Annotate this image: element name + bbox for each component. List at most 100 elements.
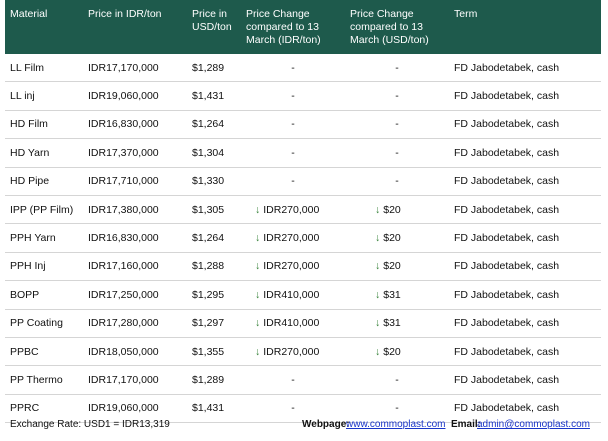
change-usd-cell: ↓ $31 [345,280,449,310]
change-usd-cell: ↓ $20 [345,337,449,367]
term-cell: FD Jabodetabek, cash [449,54,601,83]
down-arrow: ↓ [375,317,381,330]
price-usd-cell: $1,305 [187,195,241,225]
change-usd-cell: - [345,365,449,395]
price-idr: IDR17,370,000 [88,146,159,159]
change-idr: IDR270,000 [263,203,320,216]
term: FD Jabodetabek, cash [454,175,560,188]
table-row: HD Yarn IDR17,370,000 $1,304 - - FD Jabodetab… [5,138,601,168]
change-idr: - [291,402,295,415]
table-row: PPH Inj IDR17,160,000 $1,288 ↓ IDR270,000 ↓ $2… [5,252,601,282]
price-idr-cell: IDR19,060,000 [83,394,187,424]
price-usd-cell: $1,297 [187,309,241,338]
down-arrow: ↓ [255,345,261,358]
change-usd: - [395,146,399,159]
material-cell: LL inj [5,81,83,111]
table-row: LL Film IDR17,170,000 $1,289 - - FD Jabodetab… [5,54,601,83]
price-idr: IDR17,170,000 [88,61,159,74]
table-row: HD Pipe IDR17,710,000 $1,330 - - FD Jabodetab… [5,167,601,196]
material-cell: PPRC [5,394,83,424]
price-usd-cell: $1,304 [187,138,241,168]
term-cell: FD Jabodetabek, cash [449,337,601,367]
down-arrow: ↓ [375,232,381,245]
email-link[interactable]: admin@commoplast.com [477,419,590,430]
price-usd-cell: $1,289 [187,365,241,395]
down-arrow: ↓ [375,288,381,301]
table-row: LL inj IDR19,060,000 $1,431 - - FD Jabodetabe… [5,81,601,111]
material: IPP (PP Film) [10,203,74,216]
column-header: Price Change compared to 13 March (USD/t… [345,0,449,54]
email-label: Email: [451,419,482,430]
term-cell: FD Jabodetabek, cash [449,394,601,424]
column-header: Term [449,0,601,54]
down-arrow: ↓ [375,260,381,273]
price-usd-cell: $1,288 [187,252,241,282]
change-idr: - [291,373,295,386]
term: FD Jabodetabek, cash [454,146,560,159]
price-idr-cell: IDR19,060,000 [83,81,187,111]
term-cell: FD Jabodetabek, cash [449,365,601,395]
table-body: LL Film IDR17,170,000 $1,289 - - FD Jabodetab… [5,54,601,424]
price-usd: $1,289 [192,61,225,74]
material: HD Yarn [10,146,50,159]
price-usd: $1,264 [192,232,225,245]
down-arrow: ↓ [255,260,261,273]
price-idr-cell: IDR17,170,000 [83,54,187,83]
price-idr: IDR19,060,000 [88,90,159,103]
price-idr-cell: IDR18,050,000 [83,337,187,367]
change-usd: $20 [383,345,401,358]
change-idr-cell: ↓ IDR410,000 [241,309,345,338]
change-idr: IDR270,000 [263,260,320,273]
change-idr-cell: - [241,54,345,83]
price-idr-cell: IDR17,380,000 [83,195,187,225]
change-idr-cell: - [241,167,345,196]
price-usd: $1,431 [192,402,225,415]
change-usd-cell: ↓ $20 [345,195,449,225]
material: PPH Inj [10,260,46,273]
term-cell: FD Jabodetabek, cash [449,138,601,168]
price-usd-cell: $1,295 [187,280,241,310]
material: PPRC [10,402,40,415]
change-usd: - [395,373,399,386]
webpage-link[interactable]: www.commoplast.com [346,419,446,430]
price-usd-cell: $1,289 [187,54,241,83]
price-idr-cell: IDR17,370,000 [83,138,187,168]
down-arrow: ↓ [255,232,261,245]
price-idr: IDR18,050,000 [88,345,159,358]
down-arrow: ↓ [375,345,381,358]
material: PPBC [10,345,39,358]
term-cell: FD Jabodetabek, cash [449,223,601,253]
term-cell: FD Jabodetabek, cash [449,280,601,310]
column-header: Price Change compared to 13 March (IDR/t… [241,0,345,54]
change-usd-cell: - [345,138,449,168]
term: FD Jabodetabek, cash [454,345,560,358]
price-table: Material Price in IDR/ton Price in USD/ton… [5,0,601,424]
webpage-label: Webpage: [302,419,350,430]
term-cell: FD Jabodetabek, cash [449,81,601,111]
material: LL inj [10,90,35,103]
term: FD Jabodetabek, cash [454,61,560,74]
material-cell: PP Thermo [5,365,83,395]
material-cell: BOPP [5,280,83,310]
price-idr: IDR17,710,000 [88,175,159,188]
term: FD Jabodetabek, cash [454,373,560,386]
change-idr: IDR270,000 [263,345,320,358]
term: FD Jabodetabek, cash [454,118,560,131]
price-idr-cell: IDR16,830,000 [83,110,187,140]
material-cell: IPP (PP Film) [5,195,83,225]
change-usd: $31 [383,288,401,301]
price-usd: $1,355 [192,345,225,358]
change-idr: - [291,118,295,131]
change-usd: $20 [383,260,401,273]
price-usd-cell: $1,264 [187,223,241,253]
material-cell: PP Coating [5,309,83,338]
price-usd: $1,330 [192,175,225,188]
table-row: BOPP IDR17,250,000 $1,295 ↓ IDR410,000 ↓ $31 FD… [5,280,601,310]
change-idr-cell: ↓ IDR270,000 [241,337,345,367]
change-usd: $20 [383,203,401,216]
change-usd-cell: - [345,394,449,424]
term-cell: FD Jabodetabek, cash [449,110,601,140]
price-usd-cell: $1,330 [187,167,241,196]
table-row: IPP (PP Film) IDR17,380,000 $1,305 ↓ IDR270,… [5,195,601,225]
material: PPH Yarn [10,232,56,245]
